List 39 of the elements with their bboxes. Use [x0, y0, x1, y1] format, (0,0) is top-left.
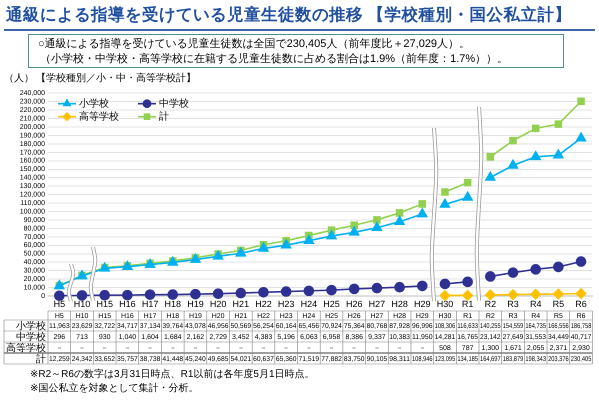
- category-label: H16: [119, 298, 136, 309]
- category-label: H27: [368, 298, 386, 309]
- legend-label: 高等学校: [79, 110, 119, 122]
- category-label: R3: [507, 298, 519, 309]
- category-label: R5: [552, 298, 564, 309]
- category-label: H26: [346, 298, 362, 309]
- text: 計: [36, 354, 46, 365]
- category-label: R6: [575, 298, 587, 309]
- text: （小学校・中学校・高等学校に在籍する児童生徒数に占める割合は1.9%（前年度：1.7%））。: [40, 52, 508, 66]
- category-label: H22: [255, 298, 272, 309]
- category-label: H30: [436, 298, 454, 309]
- category-label: H28: [391, 298, 408, 309]
- text: ※国公私立を対象として集計・分析。: [30, 382, 198, 395]
- legend-label: 計: [159, 110, 169, 122]
- category-label: H15: [96, 298, 113, 309]
- category-label: R1: [462, 298, 474, 309]
- text: 小学校: [16, 320, 46, 332]
- category-label: H23: [278, 298, 294, 309]
- category-label: R2: [484, 298, 496, 309]
- text: ※R2～R6の数字は3月31日時点、R1以前は各年度5月1日時点。: [30, 368, 315, 381]
- chart-subtitle: ○通級による指導を受けている児童生徒数は全国で230,405人（前年度比＋27,029人）。: [38, 37, 470, 51]
- category-label: H19: [187, 298, 204, 309]
- text: 高等学校: [6, 342, 46, 354]
- legend-label: 中学校: [159, 97, 189, 110]
- y-axis-title: （人）: [4, 72, 34, 85]
- legend-label: 小学校: [79, 97, 109, 110]
- category-label: H24: [300, 298, 318, 309]
- category-label: H20: [210, 298, 226, 309]
- category-label: R4: [530, 298, 542, 309]
- category-label: H29: [414, 298, 431, 309]
- category-label: H10: [74, 298, 90, 309]
- category-label: H25: [323, 298, 340, 309]
- category-label: H5: [54, 298, 66, 309]
- category-label: H21: [232, 298, 250, 309]
- chart-title: 通級による指導を受けている児童生徒数の推移 【学校種別・国公私立計】: [6, 5, 572, 25]
- text: 中学校: [16, 332, 46, 343]
- text: 【学校種別／小・中・高等学校計】: [36, 72, 196, 85]
- category-label: H17: [142, 298, 158, 309]
- category-label: H18: [164, 298, 182, 309]
